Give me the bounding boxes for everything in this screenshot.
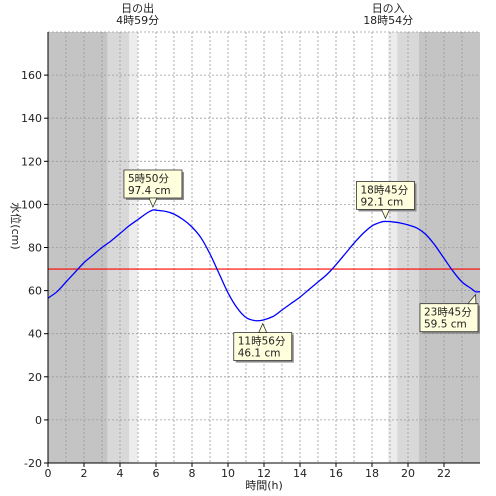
x-tick-label: 22 [437, 467, 451, 480]
annotation-pointer [467, 293, 477, 305]
x-tick-label: 10 [221, 467, 235, 480]
annotation-box [419, 303, 479, 333]
annotation-time: 11時56分 [238, 336, 286, 348]
annotation-time: 23時45分 [424, 307, 472, 319]
x-tick-label: 8 [189, 467, 196, 480]
x-tick-label: 16 [329, 467, 343, 480]
x-tick-label: 20 [401, 467, 415, 480]
annotation-pointer [148, 197, 158, 208]
annotation-time: 18時45分 [361, 184, 409, 196]
y-tick-label: -20 [24, 457, 42, 470]
sun-event-label: 日の入 [372, 2, 405, 15]
tide-level-line [47, 209, 481, 322]
annotation-value: 59.5 cm [424, 319, 467, 331]
annotation-pointer [380, 209, 391, 220]
x-tick-label: 18 [365, 467, 379, 480]
x-tick-label: 14 [293, 467, 307, 480]
y-tick-label: 80 [28, 242, 42, 255]
x-tick-label: 12 [257, 467, 271, 480]
tick-label-layer: 0 2 4 6 8 10 12 14 16 18 20 22-20020406080100120140… [21, 69, 451, 480]
y-tick-label: 140 [21, 112, 42, 125]
y-tick-label: 60 [28, 285, 42, 298]
x-tick-label: 2 [81, 467, 88, 480]
y-tick-label: 0 [35, 414, 42, 427]
annotation-pointer [258, 322, 268, 333]
annotation-value: 46.1 cm [238, 348, 281, 360]
annotation-value: 97.4 cm [128, 185, 171, 197]
x-tick-label: 0 [45, 467, 52, 480]
x-tick-label: 4 [117, 467, 124, 480]
sun-event-time: 4時59分 [116, 14, 159, 27]
shade-band-twilight [107, 32, 129, 463]
sun-event-time: 18時54分 [363, 14, 413, 27]
y-tick-label: 100 [21, 198, 42, 211]
y-tick-label: 20 [28, 371, 42, 384]
x-tick-label: 6 [153, 467, 160, 480]
x-axis-label: 時間(h) [245, 479, 283, 492]
annotation-box [233, 332, 293, 361]
annotation-value: 92.1 cm [361, 196, 404, 208]
annotation-box [123, 169, 183, 199]
series-layer [47, 209, 481, 322]
annotation-time: 5時50分 [128, 173, 170, 185]
y-tick-label: 160 [21, 69, 42, 82]
y-axis-label: 水位(cm) [9, 202, 23, 249]
y-tick-label: 120 [21, 155, 42, 168]
sun-event-label: 日の出 [121, 1, 154, 15]
grid-layer [48, 31, 480, 463]
y-tick-label: 40 [28, 328, 42, 341]
